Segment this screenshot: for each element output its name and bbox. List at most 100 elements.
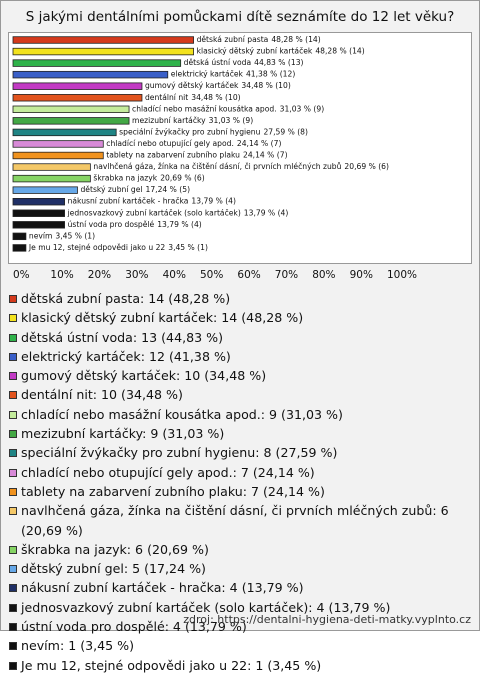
- bar-label: dětská ústní voda 44,83 % (13): [184, 58, 304, 67]
- legend-item: dentální nit: 10 (34,48 %): [9, 385, 471, 404]
- chart: 0% 10% 20% 30% 40% 50% 60% 70% 80% 90% 100% dětská …: [8, 32, 472, 281]
- bar-category: škrabka na jazyk: [93, 174, 157, 183]
- value-label: 44,83 % (13): [254, 58, 303, 67]
- bar: [12, 244, 27, 252]
- x-tick-label: 80%: [312, 269, 335, 281]
- value-label: 13,79 % (4): [191, 197, 236, 206]
- legend-label: ústní voda pro dospělé: 4 (13,79 %): [21, 619, 247, 635]
- bar-category: dětský zubní gel: [80, 185, 142, 194]
- bar-label: Je mu 12, stejné odpovědi jako u 22 3,45 …: [28, 243, 208, 252]
- legend-swatch: [9, 487, 17, 496]
- bar: [12, 209, 65, 217]
- legend-item: elektrický kartáček: 12 (41,38 %): [9, 347, 471, 366]
- legend-item: dětská zubní pasta: 14 (48,28 %): [9, 289, 471, 308]
- legend-item: klasický dětský zubní kartáček: 14 (48,2…: [9, 308, 471, 327]
- value-label: 31,03 % (9): [280, 104, 325, 113]
- bar-label: chladící nebo masážní kousátka apod. 31,0…: [132, 104, 324, 113]
- legend-item: mezizubní kartáčky: 9 (31,03 %): [9, 424, 471, 443]
- value-label: 3,45 % (1): [55, 231, 95, 240]
- bar: [12, 36, 194, 44]
- legend-item: speciální žvýkačky pro zubní hygienu: 8 …: [9, 443, 471, 462]
- bar: [12, 47, 194, 56]
- bar-label: jednosvazkový zubní kartáček (solo kartá…: [67, 208, 289, 217]
- legend-swatch: [9, 642, 17, 651]
- bar-label: dětský zubní gel 17,24 % (5): [80, 185, 190, 194]
- bar-label: speciální žvýkačky pro zubní hygienu 27,5…: [119, 127, 308, 136]
- legend-label: dětská zubní pasta: 14 (48,28 %): [21, 291, 231, 306]
- bar-category: dětská ústní voda: [184, 58, 251, 67]
- legend-swatch: [9, 545, 17, 554]
- bar-label: navlhčená gáza, žínka na čištění dásní, …: [93, 162, 389, 171]
- value-label: 13,79 % (4): [244, 208, 289, 217]
- bar-label: ústní voda pro dospělé 13,79 % (4): [68, 220, 202, 229]
- source: zdroj: https://dentalni-hygiena-deti-mat…: [183, 613, 471, 626]
- value-label: 24,14 % (7): [243, 151, 288, 160]
- legend-label: dětský zubní gel: 5 (17,24 %): [21, 561, 206, 577]
- bar-label: škrabka na jazyk 20,69 % (6): [93, 174, 204, 183]
- legend-item: tablety na zabarvení zubního plaku: 7 (2…: [9, 482, 471, 501]
- legend-label: nevím: 1 (3,45 %): [21, 638, 135, 654]
- legend-item: škrabka na jazyk: 6 (20,69 %): [9, 540, 471, 559]
- value-label: 20,69 % (6): [160, 174, 205, 183]
- value-label: 41,38 % (12): [246, 70, 295, 79]
- legend-swatch: [9, 468, 17, 477]
- value-label: 48,28 % (14): [315, 47, 364, 56]
- x-tick-label: 60%: [237, 269, 260, 281]
- legend-swatch: [9, 352, 17, 361]
- legend-label: klasický dětský zubní kartáček: 14 (48,2…: [21, 310, 304, 326]
- legend-swatch: [9, 295, 17, 303]
- bar-category: chladící nebo masážní kousátka apod.: [132, 104, 277, 113]
- bar: [12, 94, 143, 102]
- legend-item: nákusní zubní kartáček - hračka: 4 (13,7…: [9, 578, 471, 597]
- legend-label: speciální žvýkačky pro zubní hygienu: 8 …: [21, 445, 338, 461]
- bar-category: dentální nit: [145, 93, 188, 102]
- legend-item: dětský zubní gel: 5 (17,24 %): [9, 559, 471, 578]
- value-label: 31,03 % (9): [209, 116, 254, 125]
- legend-swatch: [9, 391, 17, 400]
- bar-category: tablety na zabarvení zubního plaku: [106, 151, 240, 160]
- bar: [12, 186, 78, 194]
- legend-label: chladící nebo otupující gely apod.: 7 (2…: [21, 464, 315, 480]
- bar-category: nevím: [29, 231, 53, 240]
- bar-label: klasický dětský zubní kartáček 48,28 % (1…: [197, 47, 365, 56]
- x-tick-label: 20%: [88, 269, 111, 281]
- bar-category: gumový dětský kartáček: [145, 81, 239, 90]
- legend-swatch: [9, 410, 17, 419]
- legend-item: chladící nebo masážní kousátka apod.: 9 …: [9, 405, 471, 424]
- bar-category: mezizubní kartáčky: [132, 116, 206, 125]
- bar: [12, 140, 104, 148]
- bar: [12, 174, 91, 183]
- value-label: 17,24 % (5): [146, 185, 191, 194]
- value-label: 24,14 % (7): [237, 139, 282, 148]
- bar-label: dětská zubní pasta 48,28 % (14): [197, 35, 321, 44]
- bar: [12, 128, 117, 137]
- bar-label: chladící nebo otupující gely apod. 24,14 …: [106, 139, 281, 148]
- x-tick-label: 50%: [200, 269, 223, 281]
- x-tick-label: 90%: [350, 269, 373, 281]
- x-tick-label: 70%: [275, 269, 298, 281]
- bar: [12, 232, 27, 241]
- legend-swatch: [9, 314, 17, 323]
- legend-swatch: [9, 661, 17, 670]
- value-label: 34,48 % (10): [191, 93, 240, 102]
- legend-item: chladící nebo otupující gely apod.: 7 (2…: [9, 463, 471, 482]
- bar-label: elektrický kartáček 41,38 % (12): [171, 70, 296, 79]
- bar-category: Je mu 12, stejné odpovědi jako u 22: [28, 243, 166, 252]
- legend-item: dětská ústní voda: 13 (44,83 %): [9, 328, 471, 347]
- bar-label: gumový dětský kartáček 34,48 % (10): [145, 81, 291, 90]
- value-label: 13,79 % (4): [157, 220, 202, 229]
- value-label: 34,48 % (10): [241, 81, 290, 90]
- bar: [12, 82, 143, 90]
- bar: [12, 197, 65, 206]
- bar-category: nákusní zubní kartáček - hračka: [68, 197, 189, 206]
- legend-item: nevím: 1 (3,45 %): [9, 636, 471, 655]
- legend-swatch: [9, 584, 17, 593]
- legend-swatch: [9, 507, 17, 516]
- bar-category: speciální žvýkačky pro zubní hygienu: [119, 127, 260, 136]
- bar: [12, 163, 91, 171]
- x-tick-label: 0%: [13, 269, 30, 281]
- bar-label: dentální nit 34,48 % (10): [145, 93, 241, 102]
- legend-label: škrabka na jazyk: 6 (20,69 %): [21, 541, 209, 557]
- legend-item: jednosvazkový zubní kartáček (solo kartá…: [9, 598, 471, 617]
